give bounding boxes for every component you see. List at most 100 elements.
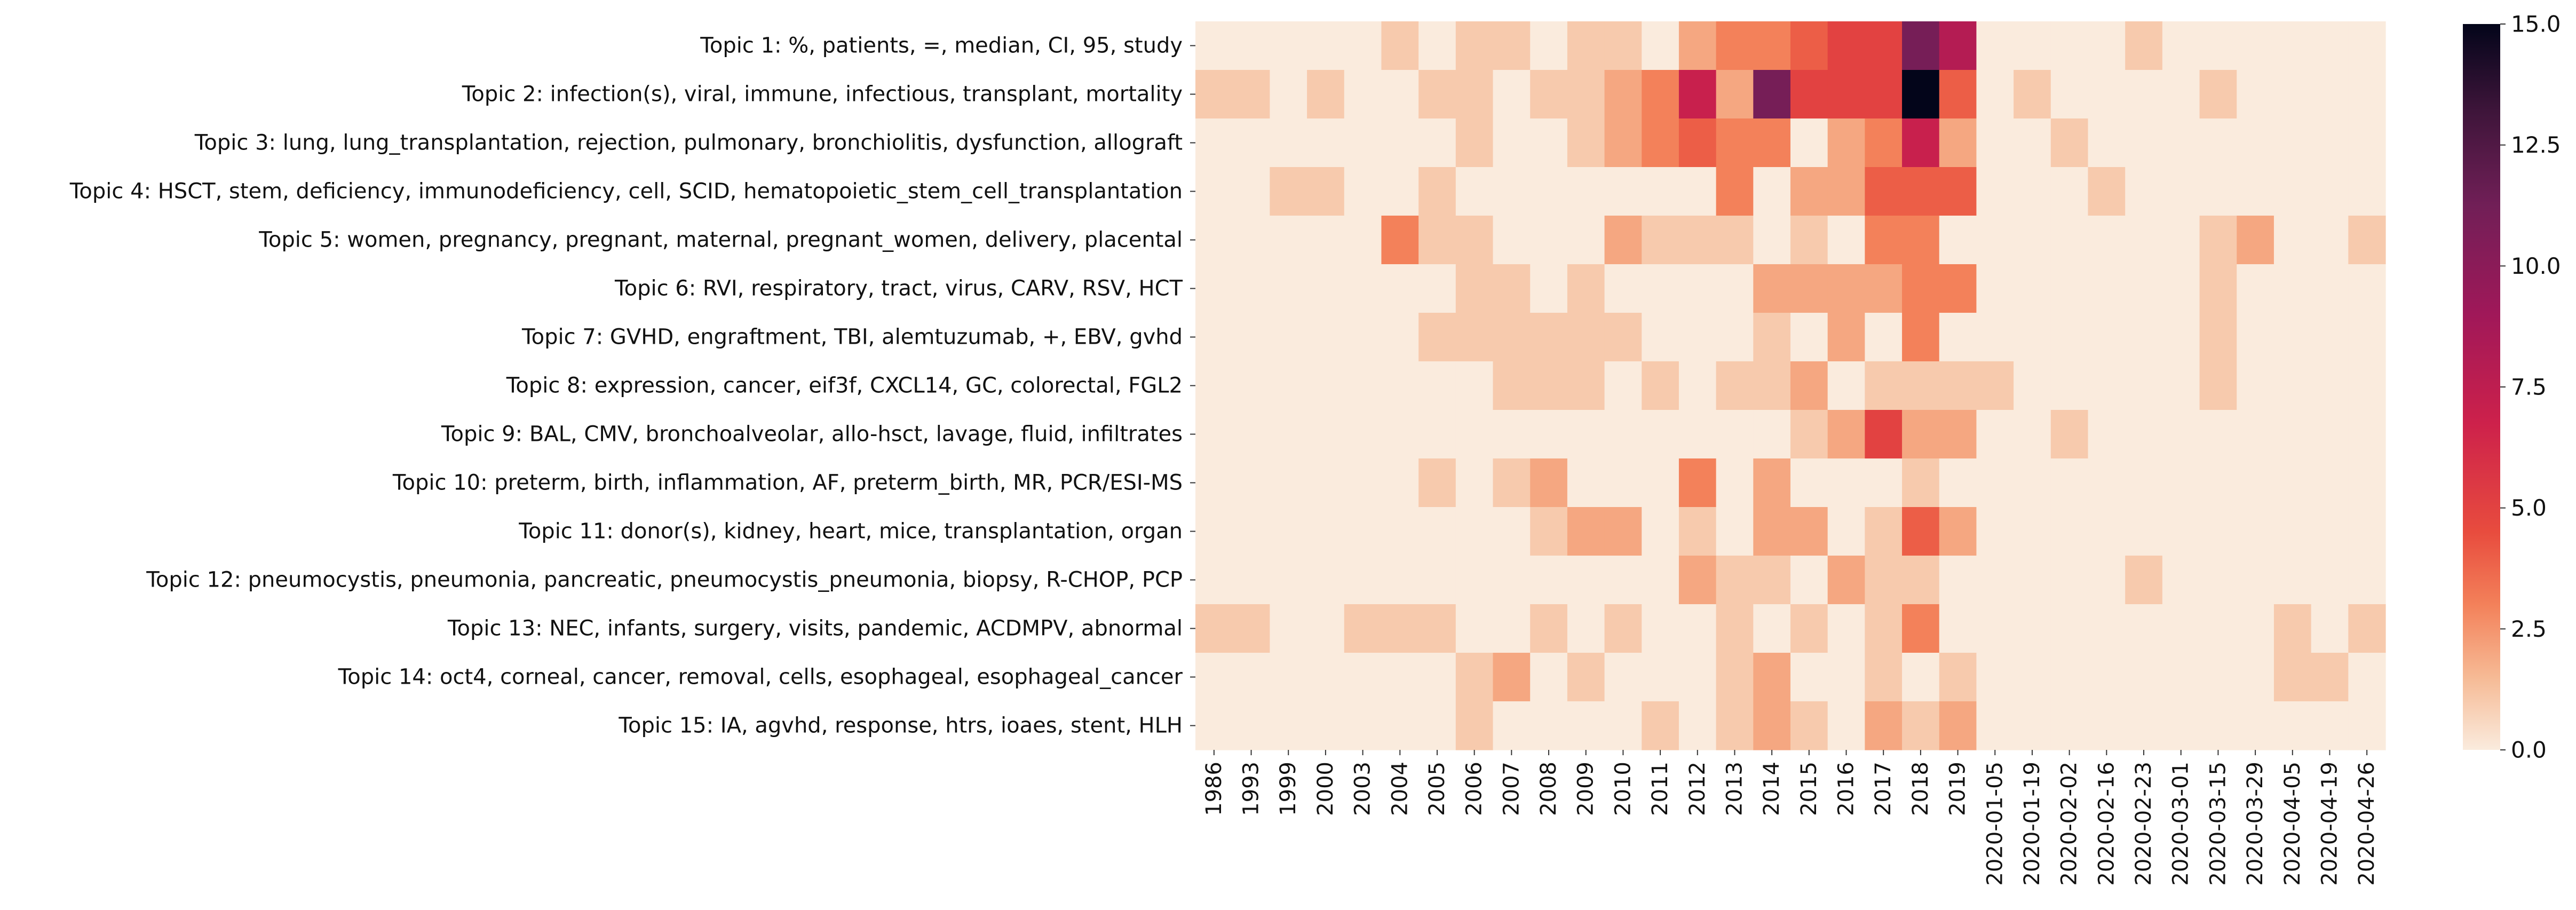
heatmap-cell	[1455, 264, 1494, 313]
heatmap-cell	[1642, 458, 1679, 508]
heatmap-cell	[1567, 556, 1605, 605]
colorbar-tick-label: 15.0	[2511, 11, 2561, 37]
heatmap-cell	[1307, 604, 1345, 653]
x-tick-label: 2003	[1351, 762, 1375, 816]
heatmap-cell	[2014, 556, 2051, 605]
heatmap-cell	[1827, 410, 1865, 459]
heatmap-cell	[1790, 604, 1828, 653]
heatmap-cell	[2088, 653, 2126, 702]
heatmap-cell	[1455, 118, 1494, 168]
heatmap-cell	[1307, 410, 1345, 459]
heatmap-cell	[2088, 507, 2126, 556]
heatmap-cell	[1344, 653, 1382, 702]
heatmap-cell	[2050, 216, 2089, 265]
x-tick-label: 2006	[1462, 762, 1487, 816]
heatmap-cell	[1307, 264, 1345, 313]
heatmap-cell	[2199, 167, 2237, 216]
colorbar-tick-label: 12.5	[2511, 132, 2561, 158]
heatmap-cell	[2050, 264, 2089, 313]
heatmap-cell	[2050, 507, 2089, 556]
heatmap-cell	[2162, 216, 2200, 265]
heatmap-cell	[2199, 604, 2237, 653]
heatmap-cell	[1418, 604, 1456, 653]
heatmap-cell	[2237, 361, 2274, 410]
heatmap-cell	[1455, 313, 1494, 362]
heatmap-cell	[1604, 216, 1642, 265]
heatmap-cell	[1195, 70, 1233, 119]
heatmap-cell	[1827, 556, 1865, 605]
heatmap-cell	[1678, 118, 1717, 168]
heatmap-cell	[1716, 701, 1754, 750]
heatmap-cell	[1195, 604, 1233, 653]
x-tick-label: 2020-02-16	[2094, 762, 2119, 885]
heatmap-cell	[1493, 701, 1531, 750]
heatmap-cell	[1418, 118, 1456, 168]
heatmap-cell	[1232, 264, 1270, 313]
x-tick-label: 2004	[1388, 762, 1412, 816]
heatmap-cell	[2237, 264, 2274, 313]
heatmap-cell	[2050, 70, 2089, 119]
heatmap-cell	[1567, 604, 1605, 653]
heatmap-cell	[1939, 507, 1977, 556]
y-tick-label: Topic 15: IA, agvhd, response, htrs, ioa…	[618, 714, 1183, 738]
heatmap-cell	[2014, 653, 2051, 702]
heatmap-cell	[1455, 361, 1494, 410]
heatmap-cell	[1604, 70, 1642, 119]
heatmap-cell	[1865, 653, 1903, 702]
heatmap-cell	[1307, 701, 1345, 750]
heatmap-cell	[1567, 458, 1605, 508]
heatmap-cell	[1642, 507, 1679, 556]
heatmap-cell	[1678, 653, 1717, 702]
heatmap-cell	[1790, 361, 1828, 410]
heatmap-cell	[1790, 118, 1828, 168]
heatmap-cell	[2125, 264, 2163, 313]
heatmap-cell	[2014, 361, 2051, 410]
heatmap-cell	[1678, 70, 1717, 119]
heatmap-cell	[1678, 604, 1717, 653]
heatmap-cell	[1418, 70, 1456, 119]
heatmap-cell	[1604, 361, 1642, 410]
heatmap-cell	[2237, 653, 2274, 702]
heatmap-cell	[2237, 21, 2274, 70]
heatmap-cell	[1939, 410, 1977, 459]
x-tick-label: 2015	[1797, 762, 1821, 816]
heatmap-cell	[1493, 556, 1531, 605]
heatmap-cell	[1344, 507, 1382, 556]
heatmap-cell	[1716, 458, 1754, 508]
heatmap-cell	[2273, 653, 2312, 702]
x-tick-label: 1993	[1239, 762, 1264, 816]
heatmap-cell	[2348, 410, 2386, 459]
heatmap-cell	[1939, 21, 1977, 70]
heatmap-cell	[2050, 701, 2089, 750]
y-tick-label: Topic 8: expression, cancer, eif3f, CXCL…	[506, 374, 1183, 398]
heatmap-cell	[2125, 313, 2163, 362]
heatmap-cell	[1642, 313, 1679, 362]
heatmap-cell	[2311, 21, 2349, 70]
heatmap-cell	[1753, 313, 1791, 362]
heatmap-cell	[1270, 361, 1307, 410]
heatmap-cell	[1976, 458, 2014, 508]
colorbar-gradient	[2463, 24, 2500, 750]
heatmap-cell	[1642, 216, 1679, 265]
heatmap-cell	[1753, 70, 1791, 119]
heatmap-cell	[1902, 410, 1940, 459]
heatmap-cell	[1232, 118, 1270, 168]
heatmap-cell	[2125, 653, 2163, 702]
heatmap-cell	[1678, 167, 1717, 216]
heatmap-cell	[2237, 604, 2274, 653]
heatmap-cell	[1865, 556, 1903, 605]
heatmap-cell	[1604, 264, 1642, 313]
heatmap-cell	[2014, 507, 2051, 556]
heatmap-cell	[1902, 118, 1940, 168]
heatmap-cell	[2125, 701, 2163, 750]
heatmap-cell	[1642, 118, 1679, 168]
heatmap-cell	[1307, 653, 1345, 702]
heatmap-cell	[2348, 216, 2386, 265]
heatmap-cell	[1790, 701, 1828, 750]
y-tick-label: Topic 11: donor(s), kidney, heart, mice,…	[518, 519, 1183, 544]
heatmap-cell	[1716, 507, 1754, 556]
x-axis-tick-labels: 1986 1993 1999 2000 2003 2004 2005 2006 2007 2008…	[1202, 750, 2379, 885]
heatmap-cell	[1716, 361, 1754, 410]
heatmap-cell	[1716, 313, 1754, 362]
